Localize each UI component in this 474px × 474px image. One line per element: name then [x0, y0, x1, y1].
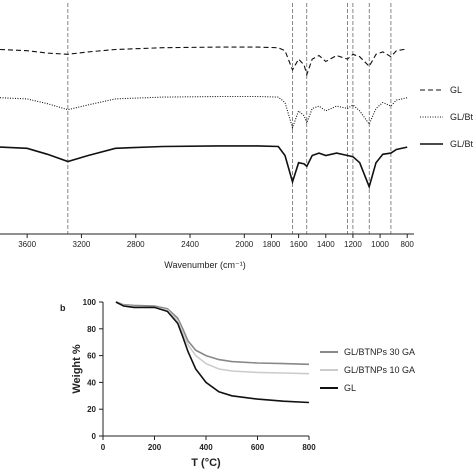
tga-y-ticks: 0 20 40 60 80 100	[83, 298, 103, 441]
tga-x-tick-label: 200	[148, 443, 162, 452]
ftir-legend: GL GL/Bt GL/Bt	[420, 85, 474, 149]
tga-legend-label: GL/BTNPs 10 GA	[344, 365, 415, 375]
tga-series-line	[115, 301, 310, 366]
ftir-series-group	[0, 46, 408, 190]
tga-x-ticks: 0 200 400 600 800	[101, 436, 316, 452]
panel-label-b: b	[60, 303, 66, 313]
tga-y-tick-label: 100	[83, 298, 97, 307]
tga-y-tick-label: 20	[87, 405, 96, 414]
tga-x-tick-label: 800	[302, 443, 316, 452]
ftir-x-tick-label: 2000	[235, 240, 253, 249]
ftir-x-ticks: 3600 3200 2800 2400 2000 1600 1200 1000 800 1800 1…	[18, 234, 414, 249]
ftir-chart: 3600 3200 2800 2400 2000 1600 1200 1000 800 1800 1…	[0, 3, 474, 270]
tga-x-tick-label: 400	[199, 443, 213, 452]
ftir-legend-label: GL/Bt	[450, 139, 474, 149]
tga-y-tick-label: 60	[87, 352, 96, 361]
ftir-reference-lines	[67, 3, 392, 234]
ftir-legend-label: GL/Bt	[450, 112, 474, 122]
ftir-x-tick-label: 2800	[127, 240, 145, 249]
tga-x-axis-label: T (°C)	[191, 457, 221, 469]
ftir-legend-label: GL	[450, 85, 462, 95]
ftir-x-axis-label: Wavenumber (cm⁻¹)	[164, 260, 245, 270]
ftir-x-tick-label: 1400	[317, 240, 335, 249]
tga-y-tick-label: 80	[87, 325, 96, 334]
ftir-x-tick-label: 1000	[371, 240, 389, 249]
tga-series-line	[115, 301, 310, 404]
ftir-x-tick-label: 800	[401, 240, 415, 249]
tga-y-tick-label: 40	[87, 378, 96, 387]
tga-legend: GL/BTNPs 30 GA GL/BTNPs 10 GA GL	[320, 347, 415, 393]
tga-chart: b 0 20 40 60 80 100 0 200 400 600 800 Weight % T …	[60, 298, 415, 469]
ftir-x-tick-label: 2400	[181, 240, 199, 249]
tga-y-tick-label: 0	[92, 432, 97, 441]
ftir-x-tick-label: 1600	[290, 240, 308, 249]
ftir-series-dashed	[0, 46, 408, 77]
ftir-x-tick-label: 3600	[18, 240, 36, 249]
ftir-x-tick-label: 1800	[263, 240, 281, 249]
ftir-series-solid	[0, 145, 408, 190]
tga-y-axis-label: Weight %	[71, 344, 83, 394]
tga-legend-label: GL/BTNPs 30 GA	[344, 347, 415, 357]
tga-series-group	[115, 301, 310, 404]
ftir-series-dotted	[0, 95, 408, 130]
tga-legend-label: GL	[344, 383, 356, 393]
ftir-x-tick-label: 1200	[344, 240, 362, 249]
tga-x-tick-label: 0	[101, 443, 106, 452]
ftir-x-tick-label: 3200	[73, 240, 91, 249]
tga-x-tick-label: 600	[251, 443, 265, 452]
